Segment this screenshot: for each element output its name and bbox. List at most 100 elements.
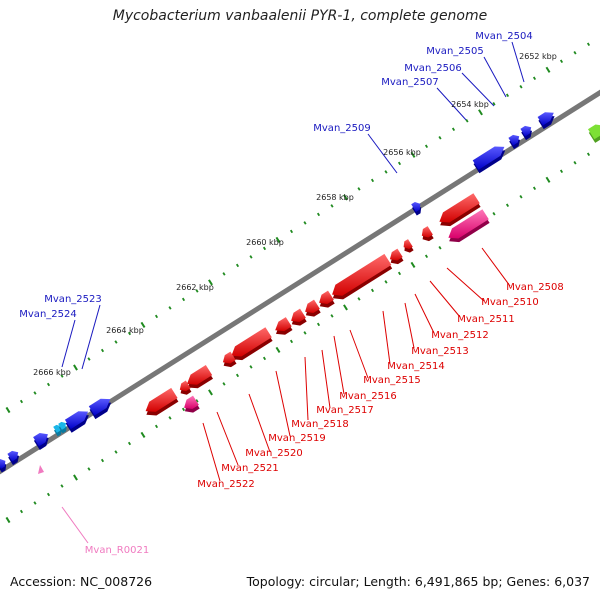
gene-label-bottom: Mvan_2516 — [339, 391, 396, 402]
gene-label-top: Mvan_2504 — [475, 31, 532, 42]
upper-tick — [410, 151, 416, 158]
lower-tick — [127, 441, 132, 446]
forward-gene — [88, 398, 111, 416]
upper-tick — [573, 51, 577, 55]
gene-label-bottom: Mvan_2519 — [268, 433, 325, 444]
topology-text: Topology: circular; Length: 6,491,865 bp… — [246, 574, 590, 589]
lower-tick — [545, 176, 551, 183]
reverse-gene — [403, 239, 413, 249]
lower-tick — [73, 474, 78, 481]
lower-tick — [168, 416, 172, 420]
lower-tick — [5, 516, 11, 524]
upper-tick — [208, 279, 213, 286]
lower-tick — [519, 195, 523, 199]
upper-tick — [370, 178, 375, 183]
upper-tick — [140, 321, 146, 328]
cyan-feature — [53, 424, 61, 433]
lower-tick — [559, 169, 564, 174]
rna-label: Mvan_R0021 — [85, 545, 149, 556]
forward-gene — [520, 125, 532, 137]
lower-tick — [249, 365, 253, 369]
forward-gene — [508, 134, 520, 146]
gene-label-bottom: Mvan_2508 — [506, 282, 563, 293]
gene-label-bottom: Mvan_2520 — [245, 448, 302, 459]
gene-label-bottom: Mvan_2518 — [291, 419, 348, 430]
upper-tick — [222, 272, 226, 276]
reverse-gene — [179, 380, 191, 392]
gene-label-bottom: Mvan_2512 — [431, 330, 488, 341]
rna-label-leader — [61, 506, 89, 544]
gene-label-bottom-leader — [404, 302, 415, 349]
lower-tick — [303, 331, 307, 335]
lower-tick — [114, 450, 118, 454]
upper-tick — [275, 236, 281, 243]
upper-tick — [73, 364, 78, 371]
lower-tick — [505, 203, 510, 208]
gene-label-top: Mvan_2509 — [313, 123, 370, 134]
upper-tick — [424, 144, 429, 149]
green-gene — [588, 124, 600, 140]
lower-tick — [357, 297, 361, 301]
reverse-gene — [332, 253, 392, 296]
lower-tick — [573, 161, 577, 165]
upper-tick — [545, 66, 551, 73]
lower-tick — [384, 280, 388, 284]
lower-tick — [195, 399, 199, 403]
lower-tick — [316, 322, 321, 327]
upper-tick — [519, 85, 523, 89]
reverse-gene — [231, 327, 272, 357]
lower-tick — [87, 467, 91, 471]
lower-tick — [532, 186, 537, 191]
gene-label-top-leader — [61, 319, 76, 368]
upper-tick — [289, 229, 294, 234]
reverse-gene — [222, 351, 236, 364]
cyan-feature — [58, 421, 66, 430]
gene-label-top-leader — [367, 133, 398, 174]
reverse-gene — [421, 226, 433, 238]
upper-tick — [357, 187, 361, 191]
upper-tick — [330, 204, 334, 208]
upper-tick — [114, 340, 118, 344]
gene-label-top-leader — [436, 87, 468, 122]
position-label: 2658 kbp — [316, 193, 354, 202]
gene-label-bottom-leader — [248, 393, 271, 453]
position-label: 2664 kbp — [106, 326, 144, 335]
upper-tick — [343, 194, 348, 201]
lower-tick — [343, 304, 348, 311]
upper-tick — [195, 289, 199, 293]
map-title: Mycobacterium vanbaalenii PYR-1, complet… — [112, 8, 488, 24]
gene-label-bottom-leader — [349, 329, 369, 379]
lower-tick — [154, 424, 159, 429]
upper-tick — [235, 263, 240, 268]
lower-tick — [397, 271, 402, 276]
position-label: 2656 kbp — [383, 148, 421, 157]
upper-tick — [559, 59, 564, 64]
upper-tick — [303, 221, 307, 225]
forward-gene — [537, 112, 554, 126]
position-label: 2662 kbp — [176, 283, 214, 292]
gene-label-bottom-leader — [414, 293, 435, 334]
upper-tick — [505, 93, 510, 98]
gene-label-top-leader — [461, 72, 495, 107]
gene-label-bottom-leader — [333, 335, 345, 395]
position-label: 2666 kbp — [33, 368, 71, 377]
gene-label-bottom-leader — [382, 310, 391, 365]
forward-gene — [472, 146, 505, 170]
upper-tick — [532, 76, 537, 81]
upper-tick — [397, 161, 402, 166]
gene-label-top-leader — [81, 304, 101, 370]
lower-tick — [46, 492, 51, 497]
reverse-gene-pink — [448, 209, 489, 239]
reverse-gene-pink — [184, 395, 199, 409]
gene-label-bottom-leader — [275, 370, 291, 437]
lower-tick — [60, 484, 64, 488]
gene-label-bottom: Mvan_2513 — [411, 346, 468, 357]
accession-text: Accession: NC_008726 — [10, 574, 153, 589]
lower-tick — [100, 458, 105, 463]
gene-label-top-leader — [483, 56, 507, 98]
lower-tick — [19, 509, 24, 514]
gene-label-top: Mvan_2505 — [426, 46, 483, 57]
lower-tick — [208, 389, 213, 396]
gene-label-bottom-leader — [304, 356, 309, 421]
upper-tick — [478, 109, 483, 116]
